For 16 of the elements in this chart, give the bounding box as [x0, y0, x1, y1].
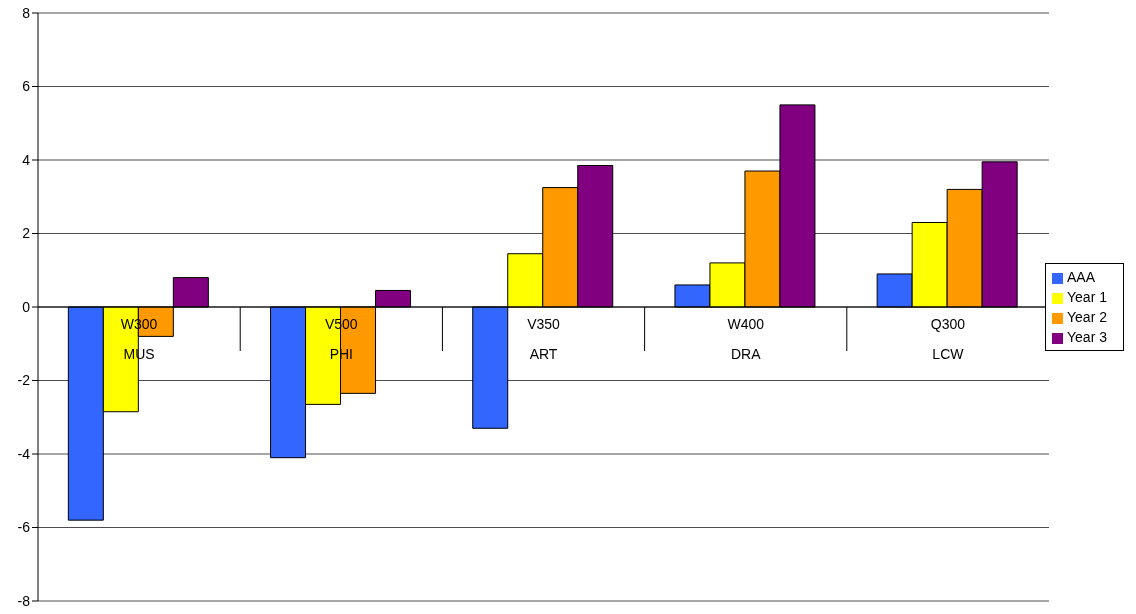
y-tick-label: 2: [22, 225, 31, 242]
y-tick-label: -8: [17, 592, 31, 609]
y-tick-label: 8: [22, 4, 31, 21]
x-tick-label: W400 DRA: [727, 316, 765, 362]
legend-label: Year 1: [1067, 289, 1107, 305]
y-tick-label: 6: [22, 78, 31, 95]
legend-label: AAA: [1067, 269, 1096, 285]
y-tick-label: -4: [17, 445, 31, 462]
legend-label: Year 3: [1067, 329, 1107, 345]
y-tick-label: -2: [17, 372, 31, 389]
y-tick-label: 4: [22, 151, 31, 168]
legend-label: Year 2: [1067, 309, 1107, 325]
y-tick-label: 0: [22, 298, 31, 315]
y-tick-label: -6: [17, 519, 31, 536]
x-tick-label: V350 ART: [527, 316, 561, 362]
x-tick-label: Q300 LCW: [930, 316, 966, 362]
